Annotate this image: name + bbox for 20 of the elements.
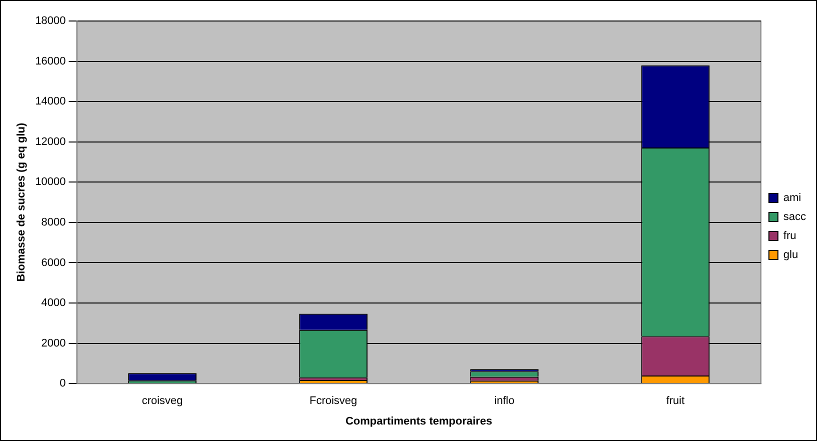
legend-label: sacc (783, 211, 806, 224)
y-tick-label: 16000 (35, 55, 66, 68)
y-tick-label: 10000 (35, 176, 66, 188)
x-tick-label: inflo (494, 395, 514, 408)
y-tick-label: 4000 (41, 297, 66, 310)
y-tick-label: 12000 (35, 136, 66, 148)
x-axis-title: Compartiments temporaires (345, 415, 492, 428)
legend-label: ami (783, 192, 802, 204)
x-tick-label: Fcroisveg (309, 395, 358, 408)
y-tick-label: 8000 (41, 216, 66, 228)
x-tick-label: fruit (666, 395, 685, 408)
y-tick-label: 18000 (35, 15, 66, 28)
x-tick-label: croisveg (142, 395, 183, 408)
legend-label: glu (783, 249, 798, 262)
y-tick-label: 6000 (41, 256, 66, 269)
y-axis-title: Biomasse de sucres (g eq glu) (16, 122, 28, 282)
legend-label: fru (783, 230, 796, 242)
y-tick-label: 0 (60, 378, 66, 390)
y-tick-label: 14000 (35, 96, 66, 108)
y-tick-label: 2000 (41, 337, 66, 350)
